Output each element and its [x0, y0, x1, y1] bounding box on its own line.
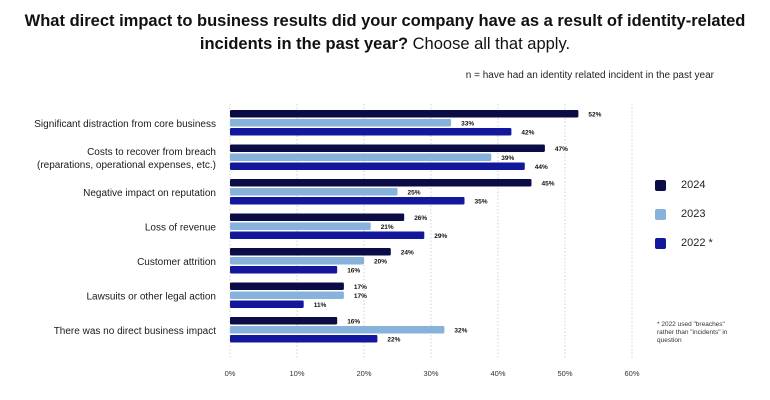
- x-tick-label: 40%: [490, 369, 505, 378]
- category-label: (reparations, operational expenses, etc.…: [37, 160, 216, 171]
- bar-value-label: 45%: [542, 180, 555, 187]
- category-label: Customer attrition: [137, 257, 216, 268]
- bar-value-label: 42%: [521, 129, 534, 136]
- bar-value-label: 33%: [461, 120, 474, 127]
- bar: [230, 317, 338, 325]
- legend-swatch-2024: [655, 179, 666, 191]
- bar: [230, 266, 338, 274]
- bar: [230, 335, 378, 343]
- bar: [230, 197, 465, 205]
- bar-value-label: 29%: [434, 233, 447, 240]
- bar: [230, 128, 512, 136]
- legend: 2024 2023 2022 *: [655, 178, 713, 265]
- bar: [230, 326, 445, 334]
- bar-value-label: 47%: [555, 146, 568, 153]
- bar: [230, 162, 525, 170]
- bar: [230, 144, 545, 152]
- bar: [230, 110, 579, 118]
- x-tick-label: 20%: [356, 369, 371, 378]
- bar-value-label: 39%: [501, 155, 514, 162]
- bar: [230, 300, 304, 308]
- sample-note: n = have had an identity related inciden…: [465, 70, 714, 81]
- bar: [230, 231, 425, 239]
- bar-value-label: 44%: [535, 164, 548, 171]
- x-tick-label: 30%: [423, 369, 438, 378]
- x-tick-label: 0%: [225, 369, 236, 378]
- bar-value-label: 24%: [401, 249, 414, 256]
- bar-value-label: 16%: [347, 318, 360, 325]
- bar-value-label: 35%: [475, 198, 488, 205]
- bar: [230, 119, 452, 127]
- bar-value-label: 20%: [374, 258, 387, 265]
- category-label: There was no direct business impact: [54, 326, 217, 337]
- bar: [230, 188, 398, 196]
- chart-title-instruction: Choose all that apply.: [412, 35, 571, 53]
- bar-value-label: 22%: [387, 336, 400, 343]
- bar-value-label: 26%: [414, 215, 427, 222]
- legend-swatch-2023: [655, 208, 666, 220]
- x-tick-label: 60%: [624, 369, 639, 378]
- legend-item-2023: 2023: [655, 207, 713, 221]
- category-label: Negative impact on reputation: [83, 188, 216, 199]
- footnote: * 2022 used "breaches" rather than "inci…: [657, 321, 728, 344]
- bar-value-label: 16%: [347, 267, 360, 274]
- category-label: Significant distraction from core busine…: [34, 119, 216, 130]
- chart-title-bold: What direct impact to business results d…: [24, 12, 746, 53]
- legend-item-2024: 2024: [655, 178, 713, 192]
- category-label: Lawsuits or other legal action: [86, 291, 216, 302]
- bar: [230, 213, 405, 221]
- bar: [230, 179, 532, 187]
- bar: [230, 222, 371, 230]
- bar-value-label: 21%: [381, 224, 394, 231]
- bar: [230, 282, 344, 290]
- legend-label-2023: 2023: [681, 208, 706, 220]
- bar: [230, 257, 364, 265]
- bar-value-label: 17%: [354, 284, 367, 291]
- bar-value-label: 32%: [454, 327, 467, 334]
- bar-value-label: 25%: [408, 189, 421, 196]
- category-label: Loss of revenue: [145, 222, 217, 233]
- bar: [230, 153, 492, 161]
- category-label: Costs to recover from breach: [87, 147, 216, 158]
- bar-value-label: 11%: [314, 302, 327, 309]
- x-tick-label: 50%: [557, 369, 572, 378]
- x-tick-label: 10%: [289, 369, 304, 378]
- legend-swatch-2022: [655, 237, 666, 249]
- chart-title: What direct impact to business results d…: [0, 10, 770, 56]
- bar: [230, 291, 344, 299]
- bar-value-label: 17%: [354, 293, 367, 300]
- bar: [230, 248, 391, 256]
- legend-label-2024: 2024: [681, 179, 706, 191]
- legend-item-2022: 2022 *: [655, 236, 713, 250]
- bar-value-label: 52%: [588, 111, 601, 118]
- legend-label-2022: 2022 *: [681, 237, 713, 249]
